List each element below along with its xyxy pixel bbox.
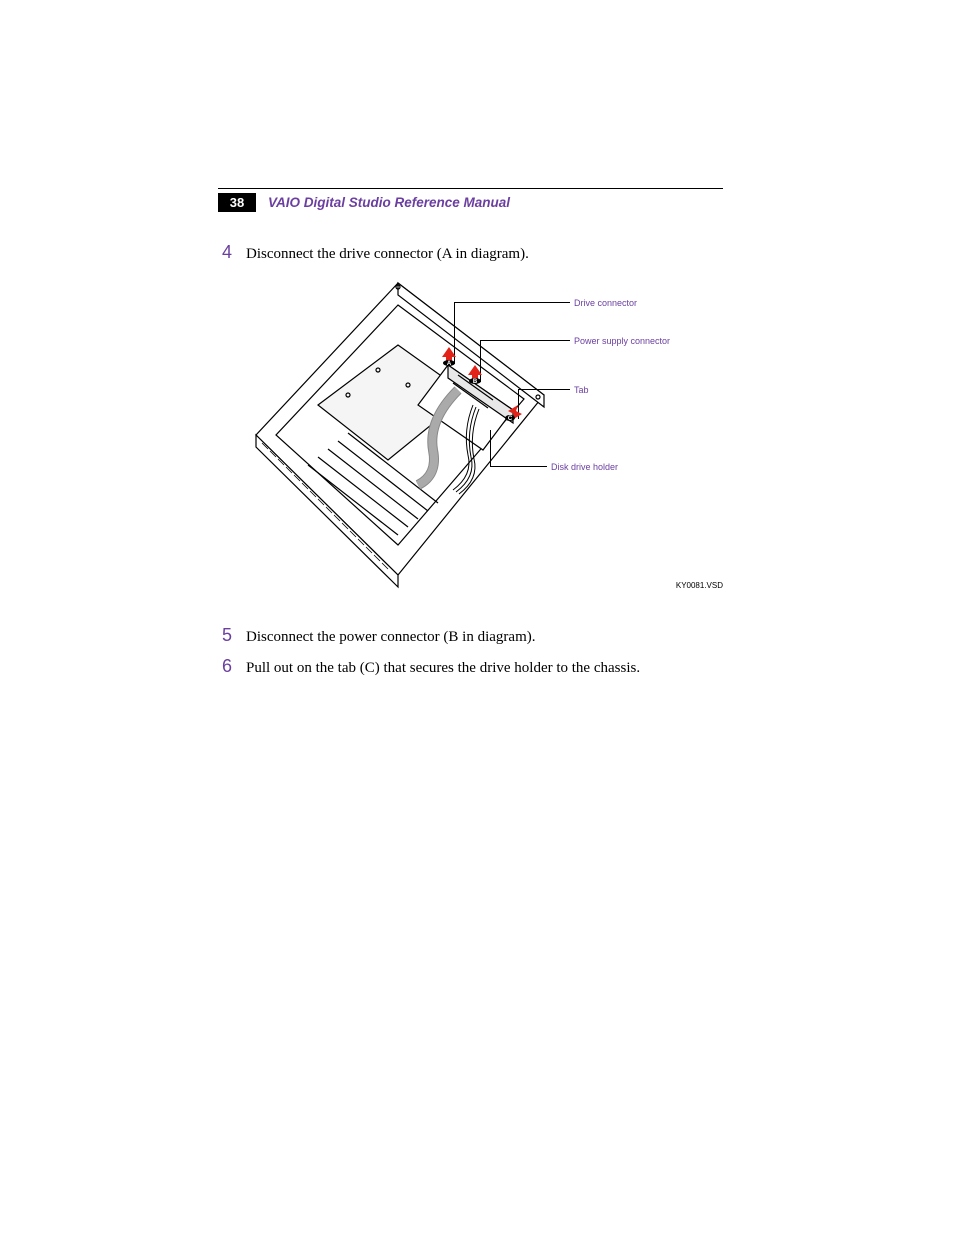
manual-title: VAIO Digital Studio Reference Manual xyxy=(268,195,510,210)
header-rule xyxy=(218,188,723,189)
callout-power-supply: Power supply connector xyxy=(574,336,670,346)
callout-line xyxy=(454,302,570,303)
page-content: 38 VAIO Digital Studio Reference Manual … xyxy=(218,188,723,687)
arrow-b-icon: B xyxy=(466,365,484,385)
arrow-a-icon: A xyxy=(440,347,458,367)
svg-text:C: C xyxy=(508,416,513,422)
chassis-diagram xyxy=(248,275,548,595)
callout-line xyxy=(518,389,570,390)
figure-id: KY0081.VSD xyxy=(676,581,723,590)
svg-text:B: B xyxy=(473,379,478,385)
step-text: Pull out on the tab (C) that secures the… xyxy=(246,658,640,679)
diagram-area: A B C Drive connector Power supply conne… xyxy=(218,275,723,605)
callout-drive-connector: Drive connector xyxy=(574,298,637,308)
step-text: Disconnect the drive connector (A in dia… xyxy=(246,244,529,265)
step-number: 4 xyxy=(218,242,232,263)
callout-line xyxy=(480,340,570,341)
page-number-badge: 38 xyxy=(218,193,256,212)
callout-disk-drive-holder: Disk drive holder xyxy=(551,462,618,472)
step-4: 4 Disconnect the drive connector (A in d… xyxy=(218,242,723,265)
arrow-c-icon: C xyxy=(504,403,522,423)
step-5: 5 Disconnect the power connector (B in d… xyxy=(218,625,723,648)
step-number: 6 xyxy=(218,656,232,677)
header-row: 38 VAIO Digital Studio Reference Manual xyxy=(218,193,723,212)
step-text: Disconnect the power connector (B in dia… xyxy=(246,627,535,648)
callout-line-v xyxy=(490,430,491,466)
callout-line xyxy=(490,466,547,467)
step-number: 5 xyxy=(218,625,232,646)
svg-text:A: A xyxy=(447,361,452,367)
callout-tab: Tab xyxy=(574,385,589,395)
step-6: 6 Pull out on the tab (C) that secures t… xyxy=(218,656,723,679)
